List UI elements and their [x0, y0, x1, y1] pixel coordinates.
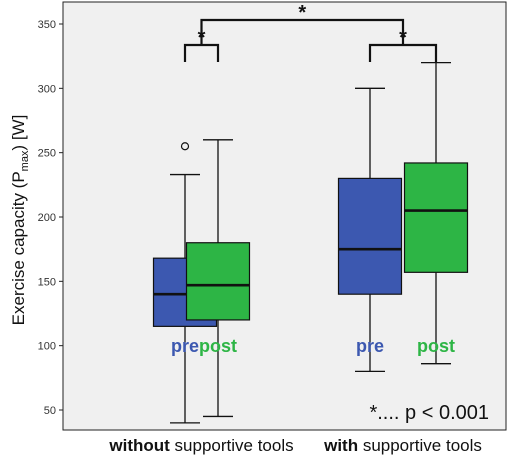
y-tick-label: 200: [38, 212, 56, 224]
box-iqr: [337, 177, 403, 295]
box-post: post: [185, 139, 251, 418]
group-label-rest: supportive tools: [358, 436, 482, 455]
box-post: post: [403, 61, 469, 365]
y-tick-label: 350: [38, 19, 56, 31]
bracket-line: [200, 18, 405, 45]
significance-brackets: * **: [183, 2, 438, 62]
series-label-post: post: [199, 336, 237, 356]
outlier-point: [180, 142, 190, 151]
series-label-pre: pre: [171, 336, 199, 356]
group-labels: without supportive tools with supportive …: [108, 436, 482, 455]
y-axis-label: Exercise capacity (Pmax) [W]: [9, 115, 31, 326]
p-value-annotation: *.... p < 0.001: [369, 402, 489, 424]
y-tick-label: 300: [38, 83, 56, 95]
significance-bracket-between-groups: *: [200, 2, 405, 45]
series-label-post: post: [417, 336, 455, 356]
y-tick-label: 100: [38, 341, 56, 353]
group-label-bold: with: [323, 436, 358, 455]
group-label: with supportive tools: [323, 436, 482, 455]
group-label-bold: without: [108, 436, 170, 455]
significance-star: *: [298, 2, 306, 24]
box-iqr: [403, 162, 469, 273]
y-axis-label-prefix: Exercise capacity (P: [9, 171, 28, 325]
y-tick-label: 150: [38, 276, 56, 288]
box-pre: pre: [337, 87, 403, 373]
y-axis: 50 100 150 200 250 300 350: [38, 19, 63, 417]
y-axis-label-suffix: ) [W]: [9, 115, 28, 151]
series-label-pre: pre: [356, 336, 384, 356]
boxes: pre post pre post: [152, 61, 469, 424]
group-label: without supportive tools: [108, 436, 293, 455]
group-label-rest: supportive tools: [170, 436, 294, 455]
y-tick-label: 50: [44, 405, 56, 417]
box-iqr: [185, 242, 251, 321]
y-axis-label-subscript: max: [19, 150, 31, 171]
y-tick-label: 250: [38, 148, 56, 160]
